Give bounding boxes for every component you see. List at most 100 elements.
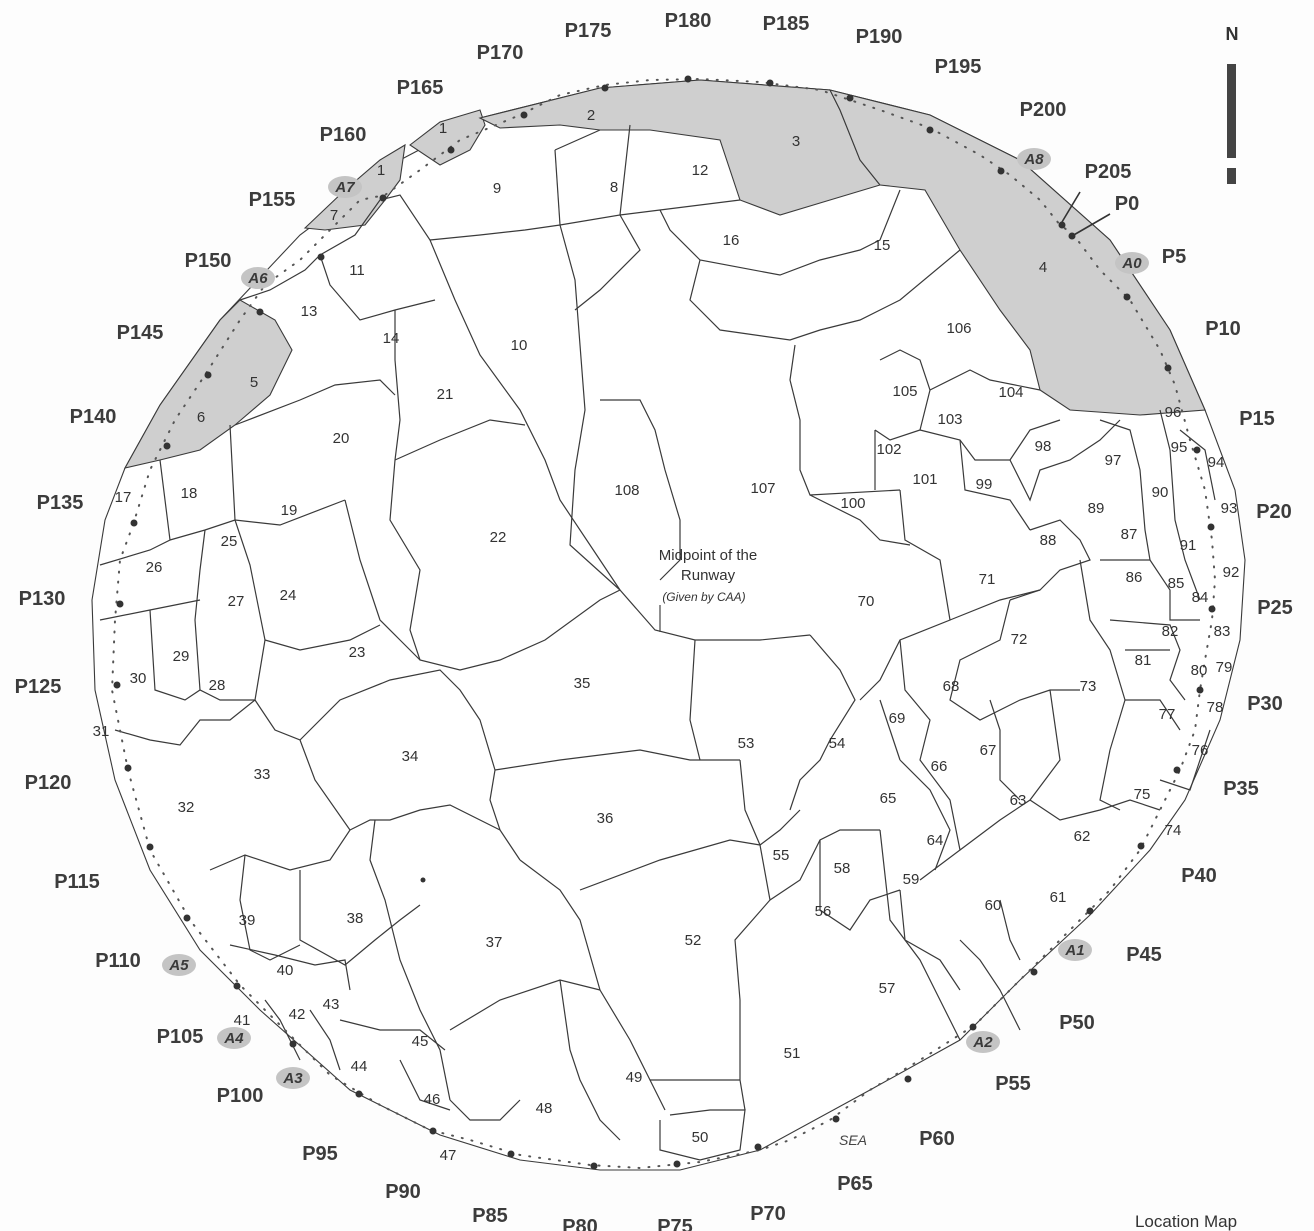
zone-label: 106: [946, 320, 971, 337]
zone-shade-2-3: [478, 79, 881, 216]
perimeter-dot: [447, 146, 455, 154]
zone-label: 36: [597, 810, 614, 827]
zone-label: 1: [439, 120, 447, 137]
zone-label: 8: [610, 179, 618, 196]
zone-label: 56: [815, 903, 832, 920]
perimeter-dot: [601, 84, 609, 92]
perimeter-point-label: P70: [750, 1203, 786, 1225]
perimeter-dot: [997, 167, 1005, 175]
zone-label: 87: [1121, 526, 1138, 543]
perimeter-dot: [1193, 446, 1201, 454]
perimeter-point-label: P105: [157, 1026, 204, 1048]
perimeter-point-label: P205: [1085, 161, 1132, 183]
zone-label: 22: [490, 529, 507, 546]
zone-label: 68: [943, 678, 960, 695]
zone-label: 14: [383, 330, 400, 347]
zone-label: 43: [323, 996, 340, 1013]
zone-label: 70: [858, 593, 875, 610]
perimeter-point-label: P30: [1247, 693, 1283, 715]
zone-shade-1: [409, 109, 486, 166]
zone-label: 69: [889, 710, 906, 727]
perimeter-dot: [684, 75, 692, 83]
perimeter-dot: [590, 1162, 598, 1170]
zone-label: 35: [574, 675, 591, 692]
zone-label: 33: [254, 766, 271, 783]
perimeter-point-label: P200: [1020, 99, 1067, 121]
midpoint-label-line2: Runway: [681, 567, 736, 584]
perimeter-point-label: P5: [1162, 246, 1186, 268]
anchor-label: A4: [223, 1030, 244, 1047]
anchor-label: A7: [334, 179, 355, 196]
zone-label: 63: [1010, 792, 1027, 809]
perimeter-dot: [969, 1023, 977, 1031]
zone-label: 12: [692, 162, 709, 179]
north-arrow-tail: [1227, 168, 1236, 184]
anchor-label: A1: [1064, 942, 1084, 959]
perimeter-point-label: P60: [919, 1128, 955, 1150]
perimeter-dot: [355, 1090, 363, 1098]
perimeter-dot: [1030, 968, 1038, 976]
zone-label: 60: [985, 897, 1002, 914]
zone-label: 1: [377, 162, 385, 179]
zone-label: 108: [614, 482, 639, 499]
zone-label: 23: [349, 644, 366, 661]
zone-label: 83: [1214, 623, 1231, 640]
perimeter-dot: [846, 94, 854, 102]
perimeter-point-label: P190: [856, 26, 903, 48]
zone-label: 55: [773, 847, 790, 864]
sea-label: SEA: [839, 1132, 867, 1148]
perimeter-dot: [1058, 221, 1066, 229]
zone-label: 44: [351, 1058, 368, 1075]
zone-label: 25: [221, 533, 238, 550]
zone-label: 90: [1152, 484, 1169, 501]
perimeter-dot: [429, 1127, 437, 1135]
zone-label: 27: [228, 593, 245, 610]
perimeter-dot: [317, 253, 325, 261]
perimeter-point-label: P10: [1205, 318, 1241, 340]
perimeter-point-label: P135: [37, 492, 84, 514]
zone-label: 10: [511, 337, 528, 354]
zone-label: 57: [879, 980, 896, 997]
perimeter-dot: [379, 194, 387, 202]
perimeter-point-label: P120: [25, 772, 72, 794]
zone-label: 7: [330, 207, 338, 224]
zone-shade-6: [123, 299, 293, 469]
zone-label: 50: [692, 1129, 709, 1146]
zone-label: 65: [880, 790, 897, 807]
perimeter-dot: [507, 1150, 515, 1158]
zone-label: 31: [93, 723, 110, 740]
zone-label: 18: [181, 485, 198, 502]
perimeter-dot: [1196, 686, 1204, 694]
zone-label: 54: [829, 735, 846, 752]
zone-label: 59: [903, 871, 920, 888]
anchor-highlight: [328, 176, 362, 198]
zone-label: 95: [1171, 439, 1188, 456]
perimeter-point-label: P185: [763, 13, 810, 35]
perimeter-dot: [520, 111, 528, 119]
anchor-label: A3: [282, 1070, 303, 1087]
zone-label: 64: [927, 832, 944, 849]
zone-label: 16: [723, 232, 740, 249]
zone-label: 73: [1080, 678, 1097, 695]
zone-label: 24: [280, 587, 297, 604]
perimeter-point-label: P25: [1257, 597, 1293, 619]
location-map-label: Location Map: [1135, 1212, 1237, 1231]
zone-label: 79: [1216, 659, 1233, 676]
north-arrow: [1227, 64, 1236, 158]
perimeter-dot: [1086, 907, 1094, 915]
zone-label: 84: [1192, 589, 1209, 606]
zone-label: 51: [784, 1045, 801, 1062]
perimeter-point-label: P100: [217, 1085, 264, 1107]
perimeter-dot: [204, 371, 212, 379]
zone-label: 75: [1134, 786, 1151, 803]
perimeter-dot: [233, 982, 241, 990]
zone-label: 80: [1191, 662, 1208, 679]
zone-label: 11: [349, 262, 365, 279]
perimeter-point-label: P195: [935, 56, 982, 78]
perimeter-dots: [113, 75, 1216, 1170]
anchor-highlight: [217, 1027, 251, 1049]
zone-label: 71: [979, 571, 996, 588]
perimeter-dot: [163, 442, 171, 450]
